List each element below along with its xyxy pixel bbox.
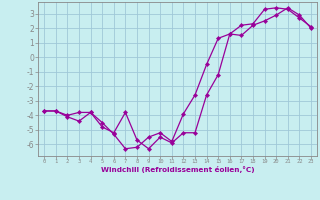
X-axis label: Windchill (Refroidissement éolien,°C): Windchill (Refroidissement éolien,°C) (101, 166, 254, 173)
